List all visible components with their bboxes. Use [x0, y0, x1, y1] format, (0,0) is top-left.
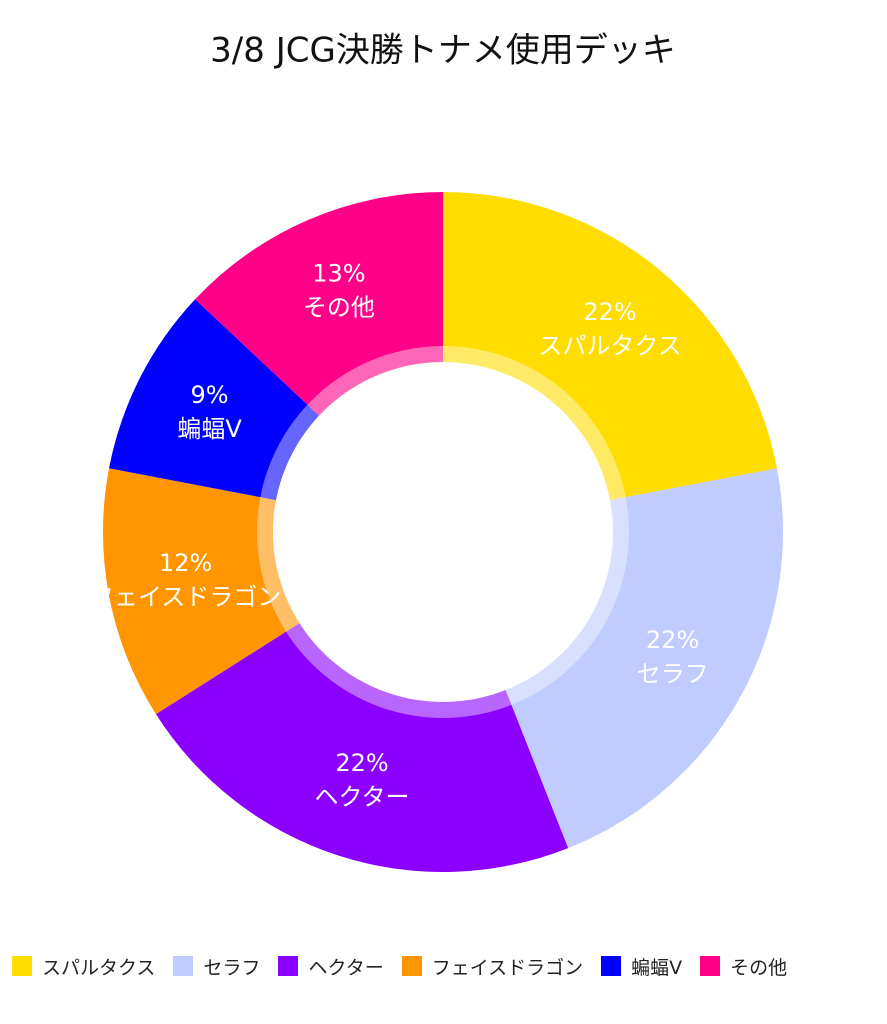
- legend-label: 蝙蝠V: [631, 956, 683, 979]
- legend-swatch: [601, 956, 622, 976]
- legend-item: フェイスドラゴン: [401, 954, 584, 979]
- legend-item: ヘクター: [278, 954, 384, 979]
- legend-item: スパルタクス: [12, 954, 156, 979]
- slice-name-label: スパルタクス: [538, 332, 681, 360]
- slice-name-label: 蝙蝠V: [177, 415, 242, 443]
- slice-value-label: 13%: [312, 260, 365, 288]
- legend-swatch: [278, 956, 299, 976]
- slice-value-label: 22%: [335, 749, 388, 777]
- legend-label: ヘクター: [308, 956, 384, 979]
- legend-label: セラフ: [203, 956, 261, 979]
- slice-value-label: 12%: [159, 549, 212, 577]
- legend-item: セラフ: [173, 954, 261, 979]
- legend-swatch: [401, 956, 422, 976]
- slice-value-label: 22%: [583, 298, 636, 326]
- slice-name-label: セラフ: [637, 660, 709, 688]
- legend: スパルタクス セラフ ヘクター フェイスドラゴン 蝙蝠V その他: [12, 954, 882, 979]
- legend-item: その他: [700, 954, 788, 979]
- legend-swatch: [173, 956, 194, 976]
- legend-swatch: [12, 956, 32, 976]
- slice-value-label: 9%: [191, 381, 229, 409]
- legend-item: 蝙蝠V: [601, 954, 683, 979]
- donut-hole: [273, 362, 613, 702]
- slice-name-label: ヘクター: [315, 783, 410, 811]
- slice-name-label: フェイスドラゴン: [90, 583, 281, 611]
- legend-label: その他: [730, 956, 788, 979]
- legend-label: フェイスドラゴン: [431, 956, 584, 979]
- legend-swatch: [700, 956, 721, 976]
- chart-title: 3/8 JCG決勝トナメ使用デッキ: [210, 31, 676, 71]
- slice-name-label: その他: [303, 294, 375, 322]
- chart: 3/8 JCG決勝トナメ使用デッキ 22% スパルタクス 22% セラフ 22% ヘクター…: [90, 30, 783, 872]
- legend-label: スパルタクス: [42, 956, 156, 979]
- slice-value-label: 22%: [646, 626, 699, 654]
